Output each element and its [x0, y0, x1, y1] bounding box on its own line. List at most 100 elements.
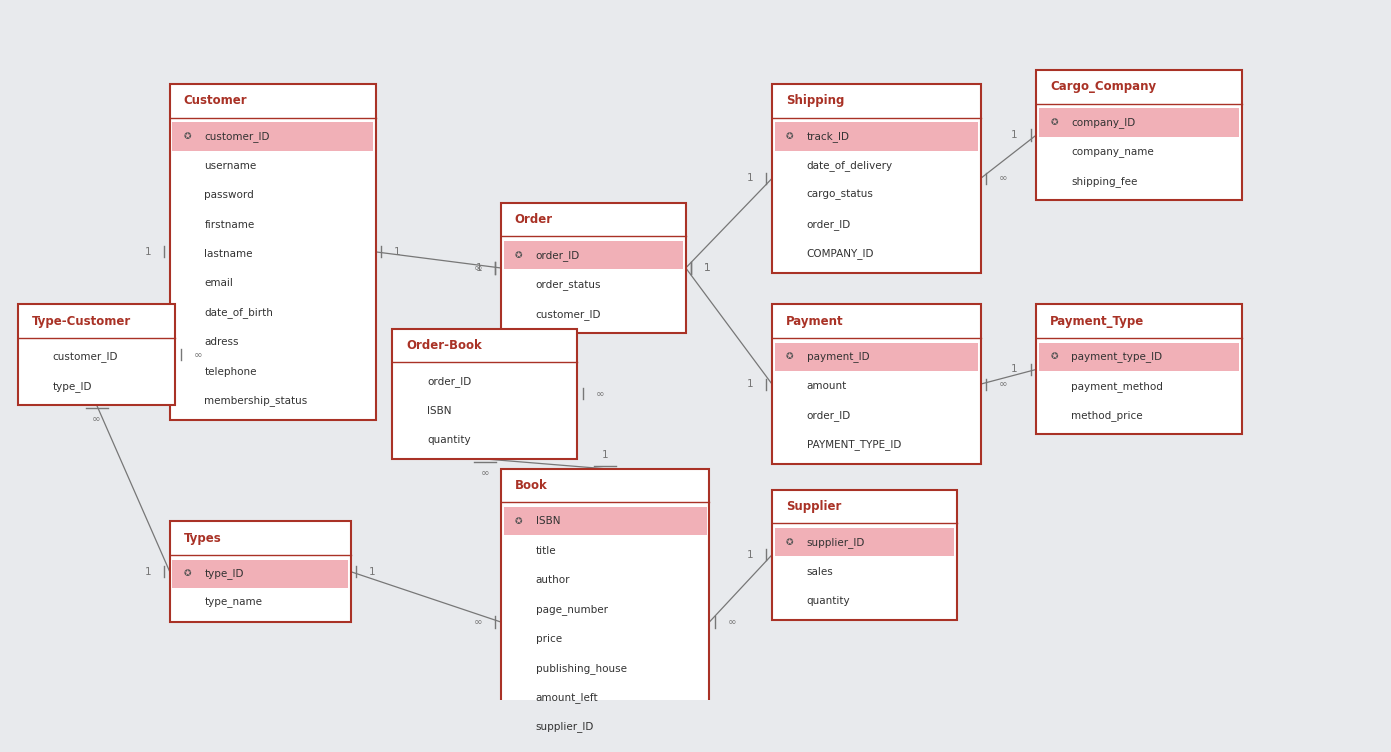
Text: payment_ID: payment_ID [807, 351, 869, 362]
Text: 1: 1 [747, 550, 754, 559]
Text: order_ID: order_ID [427, 376, 472, 387]
Text: 1: 1 [747, 379, 754, 389]
Text: password: password [204, 190, 255, 200]
Text: 1: 1 [145, 566, 152, 577]
Text: 1: 1 [1011, 130, 1018, 140]
Text: date_of_delivery: date_of_delivery [807, 160, 893, 171]
Bar [1039, 108, 1239, 137]
Text: author: author [536, 575, 570, 585]
Text: telephone: telephone [204, 366, 257, 377]
Text: amount: amount [807, 381, 847, 391]
Text: title: title [536, 546, 556, 556]
Text: date_of_birth: date_of_birth [204, 308, 274, 318]
Text: cargo_status: cargo_status [807, 190, 874, 200]
Text: method_price: method_price [1071, 410, 1142, 421]
Bar [170, 84, 376, 420]
Bar [1036, 305, 1242, 435]
Bar [501, 203, 686, 333]
Bar [775, 123, 978, 150]
Text: ∞: ∞ [999, 379, 1007, 389]
Text: adress: adress [204, 337, 239, 347]
Text: 1: 1 [369, 566, 376, 577]
Bar [504, 507, 707, 535]
Bar [775, 343, 978, 371]
Text: 1: 1 [704, 263, 711, 273]
Text: ISBN: ISBN [427, 405, 452, 416]
Bar [172, 123, 373, 150]
Bar [772, 490, 957, 620]
Text: Cargo_Company: Cargo_Company [1050, 80, 1156, 93]
Text: type_ID: type_ID [204, 569, 243, 579]
Text: lastname: lastname [204, 249, 253, 259]
Bar [170, 521, 351, 622]
Text: firstname: firstname [204, 220, 255, 229]
Text: payment_method: payment_method [1071, 381, 1163, 392]
Bar [18, 305, 175, 405]
Text: sales: sales [807, 566, 833, 577]
Text: ∞: ∞ [480, 468, 490, 478]
Text: ✪: ✪ [515, 251, 522, 260]
Text: ∞: ∞ [474, 263, 483, 273]
Bar [501, 468, 709, 752]
Text: order_ID: order_ID [536, 250, 580, 261]
Text: page_number: page_number [536, 604, 608, 615]
Text: order_ID: order_ID [807, 219, 851, 230]
Text: ∞: ∞ [727, 617, 736, 627]
Bar [1039, 343, 1239, 371]
Text: 1: 1 [394, 247, 401, 257]
Text: ∞: ∞ [595, 389, 604, 399]
Text: shipping_fee: shipping_fee [1071, 176, 1138, 186]
Text: username: username [204, 161, 257, 171]
Text: ISBN: ISBN [536, 516, 561, 526]
Text: 1: 1 [704, 263, 711, 273]
Text: ✪: ✪ [184, 132, 191, 141]
Text: membership_status: membership_status [204, 396, 307, 406]
Text: ✪: ✪ [1050, 353, 1057, 361]
Text: order_status: order_status [536, 279, 601, 290]
Text: type_name: type_name [204, 598, 263, 608]
Bar [504, 241, 683, 269]
Text: email: email [204, 278, 234, 288]
Text: PAYMENT_TYPE_ID: PAYMENT_TYPE_ID [807, 439, 901, 450]
Text: Book: Book [515, 479, 548, 492]
Text: COMPANY_ID: COMPANY_ID [807, 248, 875, 259]
Text: track_ID: track_ID [807, 131, 850, 142]
Text: 1: 1 [476, 263, 483, 273]
Text: order_ID: order_ID [807, 410, 851, 421]
Bar [775, 528, 954, 556]
Text: customer_ID: customer_ID [53, 351, 118, 362]
Bar [772, 84, 981, 273]
Text: quantity: quantity [427, 435, 470, 445]
Text: company_name: company_name [1071, 147, 1153, 157]
Text: amount_left: amount_left [536, 692, 598, 703]
Text: 1: 1 [747, 174, 754, 183]
Text: Shipping: Shipping [786, 94, 844, 108]
Text: company_ID: company_ID [1071, 117, 1135, 128]
Text: ∞: ∞ [193, 350, 202, 359]
Text: ✪: ✪ [786, 132, 793, 141]
Bar [392, 329, 577, 459]
Bar [1036, 70, 1242, 200]
Text: customer_ID: customer_ID [204, 131, 270, 142]
Text: Payment: Payment [786, 314, 843, 328]
Text: supplier_ID: supplier_ID [536, 721, 594, 732]
Text: 1: 1 [602, 450, 608, 459]
Text: Order-Book: Order-Book [406, 339, 481, 352]
Bar [172, 559, 348, 588]
Text: ✪: ✪ [515, 517, 522, 526]
Text: Type-Customer: Type-Customer [32, 314, 131, 328]
Text: Types: Types [184, 532, 221, 544]
Text: ∞: ∞ [92, 414, 102, 424]
Text: ∞: ∞ [474, 617, 483, 627]
Text: ✪: ✪ [786, 353, 793, 361]
Text: Supplier: Supplier [786, 500, 842, 513]
Text: ✪: ✪ [1050, 118, 1057, 127]
Text: Payment_Type: Payment_Type [1050, 314, 1145, 328]
Bar [772, 305, 981, 464]
Text: 1: 1 [1011, 365, 1018, 374]
Text: customer_ID: customer_ID [536, 308, 601, 320]
Text: type_ID: type_ID [53, 381, 92, 392]
Text: quantity: quantity [807, 596, 850, 606]
Text: supplier_ID: supplier_ID [807, 537, 865, 547]
Text: type_ID: type_ID [536, 750, 574, 752]
